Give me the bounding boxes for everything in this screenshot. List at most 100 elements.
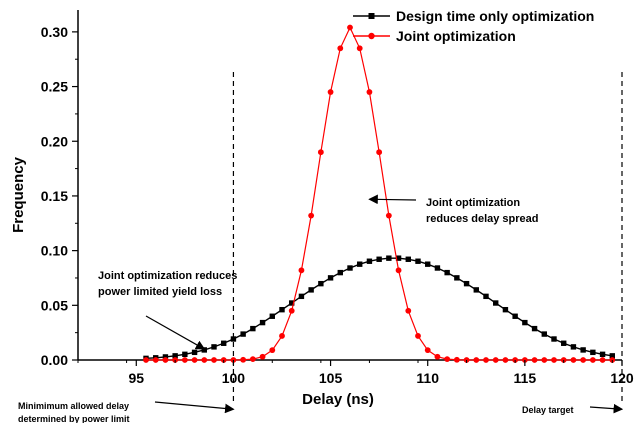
x-tick-label: 105 bbox=[319, 370, 343, 386]
data-point-design-time bbox=[473, 287, 479, 293]
y-tick-label: 0.25 bbox=[41, 79, 68, 95]
data-point-joint bbox=[347, 24, 353, 31]
data-point-joint bbox=[483, 357, 489, 363]
x-tick-label: 120 bbox=[610, 370, 634, 386]
data-point-design-time bbox=[425, 261, 431, 267]
data-point-joint bbox=[356, 45, 363, 52]
data-point-joint bbox=[143, 357, 149, 363]
data-point-design-time bbox=[599, 351, 606, 358]
data-point-joint bbox=[551, 357, 557, 363]
data-point-design-time bbox=[279, 306, 285, 313]
data-point-joint bbox=[308, 212, 315, 219]
annotation-delay-spread-text: reduces delay spread bbox=[426, 213, 539, 225]
data-point-joint bbox=[492, 357, 499, 363]
x-tick-label: 115 bbox=[514, 370, 537, 386]
data-point-design-time bbox=[162, 354, 169, 360]
data-point-joint bbox=[191, 357, 198, 363]
data-point-design-time bbox=[221, 340, 227, 346]
legend-label-design-time: Design time only optimization bbox=[396, 8, 594, 24]
data-point-design-time bbox=[561, 340, 567, 346]
data-point-design-time bbox=[522, 319, 528, 326]
data-point-design-time bbox=[347, 265, 353, 271]
data-point-design-time bbox=[337, 269, 343, 276]
legend-marker-design-time bbox=[368, 13, 375, 19]
data-point-joint bbox=[444, 356, 451, 363]
data-point-joint bbox=[531, 357, 538, 363]
data-point-joint bbox=[376, 149, 383, 156]
data-point-joint bbox=[259, 353, 266, 360]
data-point-design-time bbox=[191, 349, 198, 356]
y-axis-title: Frequency bbox=[10, 156, 27, 233]
data-point-design-time bbox=[327, 275, 334, 281]
series-line-joint bbox=[146, 26, 613, 361]
data-point-design-time bbox=[415, 258, 421, 264]
data-point-joint bbox=[502, 357, 509, 363]
y-tick-label: 0.00 bbox=[41, 352, 68, 368]
data-point-joint bbox=[162, 357, 169, 363]
data-point-joint bbox=[541, 357, 548, 363]
data-point-joint bbox=[298, 267, 305, 274]
data-point-joint bbox=[473, 357, 480, 363]
data-point-joint bbox=[580, 357, 587, 363]
annotation-delay-spread-arrow bbox=[368, 194, 417, 205]
data-point-design-time bbox=[434, 265, 441, 271]
data-point-design-time bbox=[386, 255, 392, 261]
data-point-joint bbox=[288, 307, 295, 314]
data-point-joint bbox=[337, 45, 344, 52]
data-point-design-time bbox=[289, 300, 295, 306]
data-point-design-time bbox=[580, 347, 586, 353]
x-tick-label: 110 bbox=[416, 370, 439, 386]
annotation-min-delay-text: determined by power limit bbox=[18, 414, 130, 423]
annotation-delay-spread-text: Joint optimization bbox=[426, 197, 520, 209]
data-point-joint bbox=[201, 357, 208, 363]
data-point-design-time bbox=[298, 293, 305, 300]
data-point-design-time bbox=[182, 351, 188, 358]
x-tick-label: 100 bbox=[222, 370, 246, 386]
data-point-design-time bbox=[570, 344, 577, 350]
data-point-joint bbox=[589, 357, 596, 363]
data-point-design-time bbox=[308, 287, 314, 293]
data-point-design-time bbox=[531, 325, 538, 332]
data-point-joint bbox=[434, 353, 441, 360]
data-point-joint bbox=[415, 333, 421, 339]
y-tick-label: 0.10 bbox=[41, 243, 68, 259]
annotation-min-delay-text: Minimimum allowed delay bbox=[18, 401, 129, 411]
data-point-design-time bbox=[493, 300, 499, 306]
annotation-yield-loss-text: power limited yield loss bbox=[98, 286, 222, 298]
data-point-design-time bbox=[211, 344, 217, 350]
annotation-yield-loss-arrow bbox=[145, 315, 206, 350]
x-tick-label: 95 bbox=[128, 370, 144, 386]
data-point-joint bbox=[570, 357, 577, 363]
data-point-joint bbox=[327, 89, 334, 95]
data-point-design-time bbox=[259, 319, 266, 326]
data-point-joint bbox=[279, 333, 285, 339]
data-point-design-time bbox=[376, 256, 382, 262]
data-point-joint bbox=[366, 89, 373, 95]
data-point-design-time bbox=[541, 331, 547, 337]
data-point-joint bbox=[211, 357, 217, 363]
data-point-joint bbox=[317, 149, 324, 156]
annotation-min-delay-arrow bbox=[154, 401, 235, 414]
annotation-target-arrow bbox=[589, 403, 624, 414]
data-point-design-time bbox=[366, 258, 373, 264]
data-point-design-time bbox=[512, 313, 518, 319]
data-point-joint bbox=[249, 356, 256, 363]
y-tick-label: 0.20 bbox=[41, 133, 68, 149]
legend-label-joint: Joint optimization bbox=[396, 28, 516, 44]
data-point-design-time bbox=[318, 280, 324, 287]
data-point-joint bbox=[152, 357, 159, 363]
data-point-design-time bbox=[483, 293, 489, 300]
data-point-design-time bbox=[405, 256, 411, 262]
annotation-target-text: Delay target bbox=[522, 405, 574, 415]
data-point-joint bbox=[599, 357, 606, 363]
data-point-design-time bbox=[230, 336, 237, 342]
data-point-design-time bbox=[590, 349, 596, 356]
data-point-joint bbox=[240, 356, 247, 363]
y-tick-label: 0.15 bbox=[41, 188, 68, 204]
data-point-design-time bbox=[463, 280, 470, 287]
data-point-joint bbox=[395, 267, 402, 274]
data-point-joint bbox=[453, 356, 460, 363]
legend-marker-joint bbox=[368, 32, 375, 40]
